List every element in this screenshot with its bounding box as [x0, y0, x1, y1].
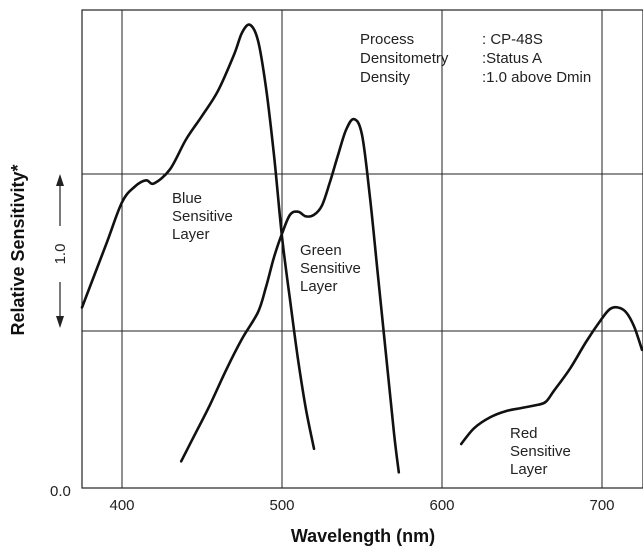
- info-density-value: :1.0 above Dmin: [482, 69, 591, 86]
- info-densitometry-value: :Status A: [482, 50, 542, 67]
- x-tick-label-700: 700: [589, 497, 614, 514]
- info-densitometry-key: Densitometry: [360, 50, 449, 67]
- grid-lines: [82, 10, 643, 488]
- red-layer-label-line-1: Red: [510, 425, 538, 442]
- red-layer-label: Red Sensitive Layer: [510, 425, 571, 478]
- scale-bar-arrow-down: [56, 316, 64, 328]
- green-layer-label: Green Sensitive Layer: [300, 242, 361, 295]
- green-layer-label-line-1: Green: [300, 242, 342, 259]
- y-axis-label: Relative Sensitivity*: [8, 164, 28, 335]
- red-sensitive-layer-curve: [459, 305, 643, 446]
- red-layer-label-line-3: Layer: [510, 461, 548, 478]
- blue-layer-label-line-3: Layer: [172, 226, 210, 243]
- x-tick-label-400: 400: [109, 497, 134, 514]
- info-process-key: Process: [360, 31, 414, 48]
- red-layer-label-line-2: Sensitive: [510, 443, 571, 460]
- blue-layer-label-line-2: Sensitive: [172, 208, 233, 225]
- scale-bar-arrow-up: [56, 174, 64, 186]
- curves: [80, 23, 643, 474]
- info-box: Process : CP-48S Densitometry :Status A …: [360, 31, 591, 86]
- green-sensitive-layer-curve: [179, 117, 401, 474]
- scale-bar-label: 1.0: [52, 244, 69, 265]
- blue-layer-label: Blue Sensitive Layer: [172, 190, 233, 243]
- x-axis-label: Wavelength (nm): [291, 526, 435, 546]
- blue-layer-label-line-1: Blue: [172, 190, 202, 207]
- info-density-key: Density: [360, 69, 411, 86]
- x-tick-label-500: 500: [269, 497, 294, 514]
- blue-sensitive-layer-curve: [80, 23, 316, 451]
- green-layer-label-line-2: Sensitive: [300, 260, 361, 277]
- x-tick-labels: 400 500 600 700: [109, 497, 614, 514]
- plot-frame: [81, 9, 643, 489]
- x-tick-label-600: 600: [429, 497, 454, 514]
- green-layer-label-line-3: Layer: [300, 278, 338, 295]
- y-origin-label: 0.0: [50, 483, 71, 500]
- scale-bar: 1.0: [52, 174, 69, 328]
- info-process-value: : CP-48S: [482, 31, 543, 48]
